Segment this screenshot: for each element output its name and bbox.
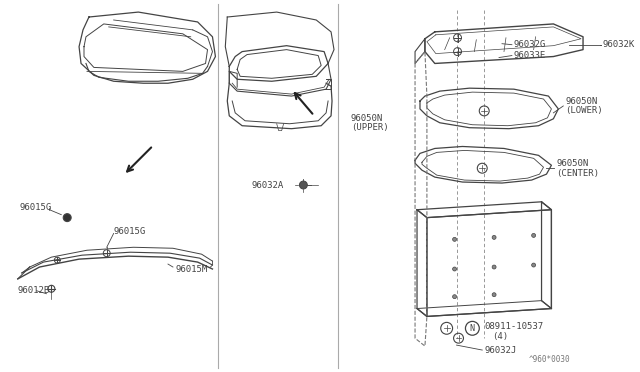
Text: 96012B: 96012B bbox=[18, 286, 50, 295]
Text: 96050N: 96050N bbox=[565, 96, 598, 106]
Circle shape bbox=[452, 295, 456, 299]
Text: 96050N: 96050N bbox=[351, 114, 383, 123]
Text: N: N bbox=[470, 324, 475, 333]
Text: 96015M: 96015M bbox=[176, 264, 208, 273]
Text: 96050N: 96050N bbox=[556, 159, 589, 168]
Text: 96015G: 96015G bbox=[20, 203, 52, 212]
Text: 96032G: 96032G bbox=[514, 40, 546, 49]
Circle shape bbox=[63, 214, 71, 222]
Circle shape bbox=[532, 234, 536, 237]
Text: 96033E: 96033E bbox=[514, 51, 546, 60]
Text: 96032A: 96032A bbox=[252, 180, 284, 189]
Circle shape bbox=[492, 265, 496, 269]
Text: (LOWER): (LOWER) bbox=[565, 106, 603, 115]
Circle shape bbox=[492, 293, 496, 297]
Text: 08911-10537: 08911-10537 bbox=[484, 322, 543, 331]
Text: ^960*0030: ^960*0030 bbox=[529, 355, 570, 365]
Text: (4): (4) bbox=[492, 332, 508, 341]
Text: 96032J: 96032J bbox=[484, 346, 516, 355]
Circle shape bbox=[452, 237, 456, 241]
Text: 96032K: 96032K bbox=[603, 40, 635, 49]
Circle shape bbox=[532, 263, 536, 267]
Text: 96015G: 96015G bbox=[114, 227, 146, 236]
Text: (UPPER): (UPPER) bbox=[351, 123, 388, 132]
Circle shape bbox=[492, 235, 496, 239]
Text: (CENTER): (CENTER) bbox=[556, 169, 599, 178]
Circle shape bbox=[452, 267, 456, 271]
Circle shape bbox=[300, 181, 307, 189]
